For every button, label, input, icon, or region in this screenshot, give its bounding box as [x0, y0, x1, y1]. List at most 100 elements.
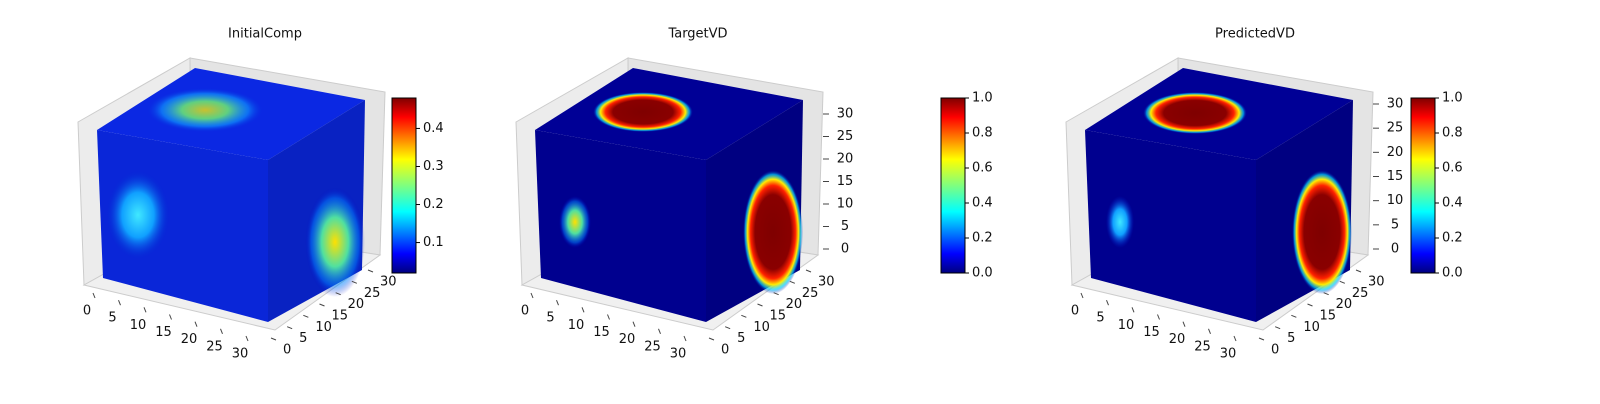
x-tick [245, 335, 249, 342]
x-tick [1182, 321, 1186, 327]
x-tick-label: 20 [619, 332, 636, 347]
y-tick-label: 15 [332, 309, 349, 324]
x-tick [607, 314, 610, 320]
colorbar-tick-label: 0.4 [972, 196, 993, 211]
colorbar-tick-label: 0.4 [423, 121, 444, 136]
colorbar-tick-label: 0.1 [423, 235, 444, 250]
y-tick-label: 5 [1287, 331, 1295, 346]
x-tick [194, 321, 198, 327]
x-tick-label: 20 [1169, 332, 1186, 347]
x-tick [1157, 314, 1160, 320]
z-tick-label: 0 [841, 242, 849, 257]
colorbar-tick-label: 0.8 [972, 126, 993, 141]
y-tick [303, 314, 309, 318]
y-tick-label: 10 [753, 320, 770, 335]
x-tick-label: 5 [546, 311, 554, 326]
y-tick [286, 326, 293, 330]
x-tick-label: 15 [155, 325, 172, 340]
y-tick [708, 337, 715, 341]
y-tick [319, 303, 325, 307]
colorbar-tick-label: 0.0 [1442, 266, 1463, 281]
y-tick-label: 20 [1336, 297, 1353, 312]
x-tick [220, 328, 223, 335]
x-tick [118, 299, 121, 306]
y-tick [1355, 269, 1362, 273]
y-tick [1274, 326, 1281, 330]
z-tick-label: 5 [841, 219, 849, 234]
y-tick [335, 292, 341, 296]
density-blob [593, 92, 693, 132]
density-blob [1106, 196, 1134, 248]
y-tick [1339, 280, 1346, 284]
colorbar-tick-label: 0.2 [1442, 231, 1463, 246]
x-tick [1080, 292, 1084, 299]
x-tick-label: 30 [1220, 347, 1237, 362]
z-tick-label: 20 [1387, 145, 1404, 160]
x-tick-label: 25 [644, 339, 661, 354]
x-tick-label: 10 [130, 318, 147, 333]
z-tick-label: 20 [837, 152, 854, 167]
y-tick-label: 30 [1368, 275, 1385, 290]
x-tick [169, 314, 172, 320]
x-tick-label: 15 [1143, 325, 1160, 340]
y-tick-label: 30 [380, 275, 397, 290]
y-tick [773, 292, 779, 296]
y-tick-label: 25 [1352, 286, 1369, 301]
y-tick [805, 269, 812, 273]
z-tick-label: 25 [1387, 121, 1404, 136]
z-tick-label: 25 [837, 129, 854, 144]
y-tick-label: 0 [283, 343, 291, 358]
chart-title: PredictedVD [1215, 27, 1295, 42]
colorbar-tick-label: 0.0 [972, 266, 993, 281]
chart-title: InitialComp [228, 27, 302, 42]
y-tick [367, 269, 374, 273]
y-tick-label: 5 [299, 331, 307, 346]
y-tick-label: 0 [721, 343, 729, 358]
density-blob [106, 170, 170, 260]
x-tick-label: 0 [83, 304, 91, 319]
density-blob [305, 187, 365, 297]
y-tick-label: 30 [818, 275, 835, 290]
chart-title: TargetVD [667, 27, 727, 42]
z-tick-label: 15 [837, 174, 854, 189]
x-tick [581, 307, 585, 313]
colorbar-tick-label: 0.8 [1442, 126, 1463, 141]
x-tick-label: 30 [670, 347, 687, 362]
colorbar [1410, 97, 1436, 274]
colorbar [940, 97, 966, 274]
x-tick-label: 10 [568, 318, 585, 333]
x-tick [556, 299, 559, 306]
z-tick-label: 10 [837, 197, 854, 212]
y-tick [1323, 292, 1329, 296]
cube-front [1085, 130, 1256, 322]
y-tick-label: 15 [770, 309, 787, 324]
x-tick [1131, 307, 1135, 313]
y-tick-label: 10 [1303, 320, 1320, 335]
x-tick-label: 5 [108, 311, 116, 326]
y-tick-label: 10 [315, 320, 332, 335]
colorbar [391, 97, 417, 274]
density-blob [559, 196, 591, 248]
colorbar-tick-label: 0.2 [972, 231, 993, 246]
z-tick-label: 0 [1391, 242, 1399, 257]
x-tick-label: 0 [521, 304, 529, 319]
colorbar-tick-label: 0.3 [423, 159, 444, 174]
x-tick-label: 5 [1096, 311, 1104, 326]
x-tick-label: 15 [593, 325, 610, 340]
y-tick-label: 0 [1271, 343, 1279, 358]
y-tick [757, 303, 763, 307]
y-tick-label: 20 [348, 297, 365, 312]
z-tick-label: 30 [837, 107, 854, 122]
x-tick [143, 307, 147, 313]
colorbar-tick-label: 0.4 [1442, 196, 1463, 211]
x-tick [92, 292, 96, 299]
x-tick [683, 335, 687, 342]
y-tick-label: 20 [786, 297, 803, 312]
y-tick [351, 280, 358, 284]
y-tick [724, 326, 731, 330]
